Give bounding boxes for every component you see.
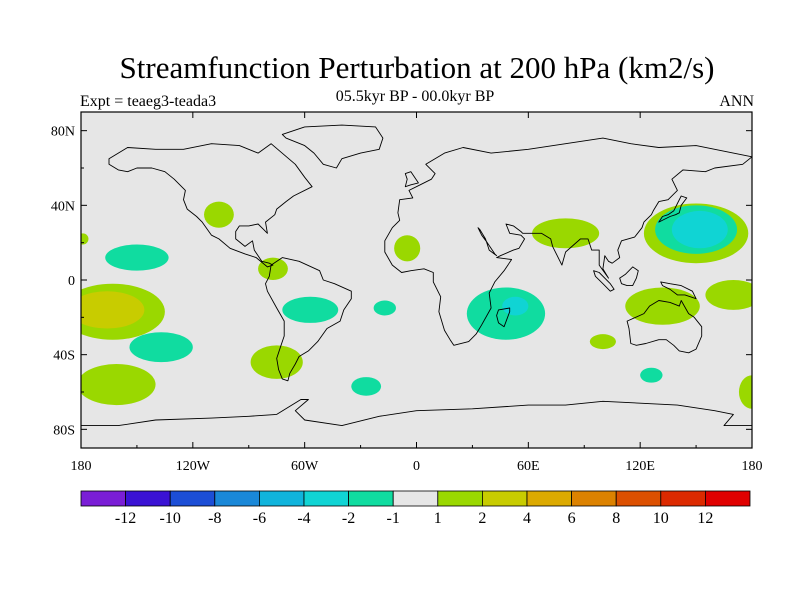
anomaly-south-pacific-negative: [129, 332, 193, 363]
anomaly-layer: [81, 201, 752, 409]
y-tick-label: 80N: [51, 125, 75, 140]
colorbar-label: -10: [160, 510, 181, 527]
anomaly-southern-atlantic-negative: [351, 377, 382, 396]
coastline-arabia-red-sea-gap: [477, 227, 498, 257]
anomaly-southern-ocean-positive: [81, 364, 156, 406]
colorbar-label: -4: [297, 510, 310, 527]
colorbar-box: [615, 490, 662, 507]
colorbar-label: -12: [115, 510, 136, 527]
colorbar-box: [392, 490, 439, 507]
anomaly-gulf-mexico-positive: [258, 257, 288, 280]
colorbar-box: [705, 490, 751, 507]
coastline-madagascar: [496, 307, 511, 328]
colorbar-label: 10: [653, 510, 669, 527]
coastline-layer: [81, 124, 752, 448]
colorbar-box: [481, 490, 528, 507]
coastline-new-guinea: [660, 281, 697, 300]
x-tick-label: 180: [742, 459, 763, 474]
y-tick-label: 40N: [51, 199, 75, 214]
colorbar-label: 8: [612, 510, 620, 527]
coastline-australia: [626, 300, 703, 354]
anomaly-south-atlantic-west-positive: [250, 345, 303, 379]
x-tick-label: 60W: [291, 459, 319, 474]
coastline-greenland: [281, 124, 384, 169]
axis-layer: 180 120W 60W 0 60E 120E 180 80N 40N 0 40S 80S: [51, 112, 763, 474]
colorbar-box: [526, 490, 572, 507]
anomaly-south-indian-positive: [589, 334, 616, 350]
chart-title: Streamfunction Perturbation at 200 hPa (…: [119, 50, 715, 85]
anomaly-indian-ocean-negative-core: [502, 296, 529, 316]
x-tick-label: 60E: [517, 459, 540, 474]
coastline-sumatra: [593, 270, 615, 292]
colorbar-label: -2: [342, 510, 355, 527]
anomaly-south-atlantic-negative: [373, 300, 396, 316]
anomaly-indian-ocean-negative: [466, 287, 546, 340]
anomaly-west-edge-positive: [81, 233, 89, 245]
experiment-label: Expt = teaeg3-teada3: [80, 93, 217, 110]
colorbar-label: 1: [434, 510, 442, 527]
x-tick-label: 120W: [176, 459, 211, 474]
anomaly-southeast-positive: [738, 375, 752, 409]
anomaly-east-south-pacific-positive: [705, 280, 752, 310]
anomaly-australia-positive: [625, 287, 700, 325]
coastline-japan: [658, 195, 688, 223]
anomaly-south-pacific-positive-core: [81, 291, 145, 329]
anomaly-west-africa-positive: [394, 235, 421, 262]
x-tick-label: 0: [413, 459, 420, 474]
colorbar-label: 6: [568, 510, 576, 527]
colorbar-label: -8: [208, 510, 221, 527]
colorbar-box: [125, 490, 171, 507]
coastline-eurasia-africa: [384, 137, 752, 346]
x-tick-label: 180: [71, 459, 92, 474]
colorbar-box: [169, 490, 216, 507]
colorbar-label: 2: [478, 510, 486, 527]
colorbar-box: [660, 490, 706, 507]
chart-subtitle: 05.5kyr BP - 00.0kyr BP: [335, 88, 495, 105]
colorbar-label: 4: [523, 510, 531, 527]
anomaly-mexico-positive: [204, 201, 234, 228]
colorbar-label: 12: [697, 510, 713, 527]
coastline-british-isles: [404, 171, 419, 188]
y-tick-label: 40S: [53, 349, 75, 364]
x-tick-label: 120E: [625, 459, 655, 474]
colorbar-box: [214, 490, 260, 507]
y-tick-label: 80S: [53, 423, 75, 438]
season-label: ANN: [719, 93, 754, 110]
coastline-south-america: [265, 257, 352, 382]
anomaly-west-pacific-negative-core: [671, 210, 728, 249]
colorbar-label: -1: [387, 510, 400, 527]
colorbar-box: [571, 490, 617, 507]
y-tick-label: 0: [68, 274, 75, 289]
colorbar-box: [437, 490, 483, 507]
colorbar-box: [303, 490, 349, 507]
anomaly-central-north-pacific-negative: [105, 244, 169, 271]
coastline-borneo: [619, 266, 639, 287]
coastline-antarctica: [81, 399, 752, 448]
colorbar-box: [348, 490, 394, 507]
anomaly-southeast-pacific-negative: [282, 296, 339, 323]
colorbar: -12 -10 -8 -6 -4 -2 -1 1 2 4 6 8 10 12: [80, 490, 751, 527]
colorbar-box: [258, 490, 305, 507]
colorbar-label: -6: [253, 510, 266, 527]
coastline-north-america: [108, 143, 313, 268]
map-background: [81, 112, 752, 448]
colorbar-box: [80, 490, 126, 507]
anomaly-arabia-india-positive: [532, 218, 600, 249]
anomaly-southern-indian-negative: [640, 367, 663, 383]
